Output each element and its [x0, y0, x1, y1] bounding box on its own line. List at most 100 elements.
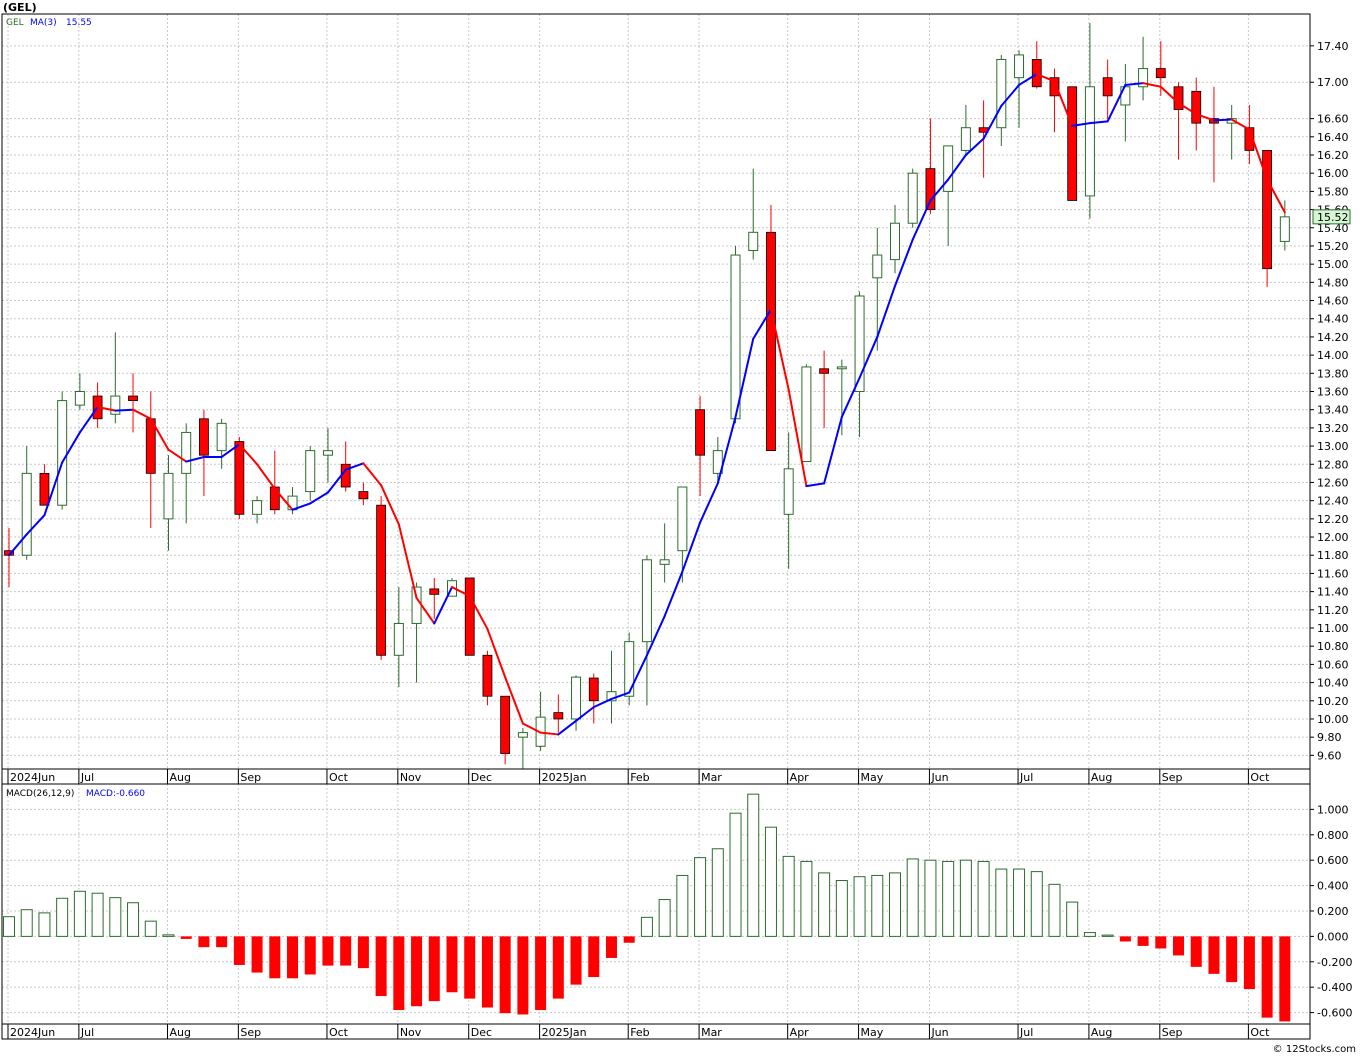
candle: [216, 418, 227, 469]
date-axis-label: 2025Jan: [542, 771, 587, 784]
ma3-segment: [964, 137, 985, 156]
candle-body-up: [1084, 86, 1095, 197]
candle: [128, 373, 138, 433]
candle: [1262, 150, 1273, 287]
candle-body-up: [712, 450, 723, 474]
candle: [163, 455, 174, 551]
candle: [854, 291, 865, 437]
macd-tick-label: 0.200: [1317, 905, 1349, 918]
ma3-segment: [1106, 83, 1127, 123]
price-tick-label: 11.00: [1317, 622, 1349, 635]
candle: [252, 496, 263, 524]
candle-body-up: [872, 254, 883, 279]
price-tick-label: 12.80: [1317, 458, 1349, 471]
candle-body-down: [376, 504, 387, 656]
macd-bar-negative: [411, 936, 423, 1007]
candle: [712, 436, 723, 483]
date-axis-label: Nov: [400, 1026, 422, 1039]
macd-bar-positive: [91, 892, 104, 937]
ma3-segment: [1071, 122, 1091, 127]
ma3-segment: [876, 284, 896, 338]
candle: [695, 396, 705, 497]
ma3-segment: [628, 654, 648, 694]
price-tick-label: 14.60: [1317, 295, 1349, 308]
candle-body-down: [199, 418, 209, 456]
candle-body-up: [252, 500, 263, 515]
date-axis-label: Nov: [400, 771, 422, 784]
macd-bar-negative: [269, 936, 281, 979]
candle-body-down: [1102, 77, 1113, 97]
candle-body-up: [110, 395, 121, 415]
candle: [1049, 68, 1060, 133]
macd-bar-positive: [1066, 901, 1079, 937]
candle-body-up: [517, 732, 528, 738]
ma3-segment: [610, 691, 631, 700]
candle-body-up: [836, 366, 847, 370]
candle: [588, 673, 599, 724]
price-tick-label: 10.60: [1317, 658, 1349, 671]
date-axis-label: Jul: [80, 771, 94, 784]
candle-body-up: [1279, 216, 1290, 242]
date-axis-label: Aug: [169, 771, 190, 784]
ma3-segment: [1212, 118, 1233, 122]
candle: [181, 423, 192, 524]
macd-tick-label: -0.400: [1317, 981, 1352, 994]
ma3-segment: [929, 178, 950, 202]
macd-bar-negative: [570, 936, 582, 985]
legend-ma-label: MA(3): [30, 18, 57, 28]
macd-bar-negative: [1119, 936, 1131, 942]
price-tick-label: 11.20: [1317, 604, 1349, 617]
macd-bar-positive: [711, 848, 724, 937]
macd-bar-negative: [446, 936, 458, 993]
price-tick-label: 10.40: [1317, 677, 1349, 690]
macd-bar-positive: [1101, 934, 1114, 937]
candle-body-up: [801, 366, 812, 463]
macd-bar-positive: [818, 872, 831, 937]
price-tick-label: 9.80: [1317, 731, 1342, 744]
macd-bar-positive: [871, 874, 884, 937]
macd-bar-positive: [640, 916, 653, 937]
candle-body-up: [943, 145, 954, 192]
candle: [269, 450, 280, 515]
copyright-footer: © 12Stocks.com: [1273, 1044, 1356, 1055]
price-tick-label: 16.60: [1317, 113, 1349, 126]
candle: [960, 104, 971, 155]
ma3-segment: [521, 722, 542, 734]
macd-bar-positive: [144, 920, 157, 937]
candle: [393, 587, 404, 688]
candle-body-down: [39, 472, 50, 506]
price-tick-label: 13.60: [1317, 386, 1349, 399]
ma3-segment: [504, 676, 524, 725]
ma3-segment: [557, 719, 578, 736]
ma3-segment: [256, 463, 276, 490]
last-price-badge: [1312, 209, 1351, 225]
date-axis-label: Sep: [1162, 771, 1183, 784]
macd-tick-label: -0.200: [1317, 956, 1352, 969]
ma3-segment: [1035, 73, 1056, 83]
price-tick-label: 17.00: [1317, 76, 1349, 89]
candle-body-down: [269, 486, 280, 511]
candle: [199, 409, 209, 497]
ma3-segment: [167, 448, 188, 463]
candle: [376, 496, 387, 660]
ma3-segment: [1177, 102, 1198, 116]
date-axis-label: Feb: [630, 771, 649, 784]
macd-legend-label: MACD(26,12,9): [6, 789, 74, 799]
candle: [553, 694, 564, 733]
price-tick-label: 16.00: [1317, 167, 1349, 180]
macd-bar-positive: [3, 916, 15, 937]
macd-bar-positive: [959, 859, 972, 937]
candle-body-up: [1138, 68, 1149, 88]
ma3-segment: [663, 570, 684, 618]
candle-body-up: [659, 559, 670, 565]
ma3-segment: [911, 199, 932, 241]
ma3-segment: [947, 153, 967, 181]
macd-bar-positive: [853, 876, 866, 937]
ma3-segment: [1088, 120, 1109, 125]
date-axis-label: 2025Jan: [542, 1026, 587, 1039]
macd-bar-negative: [375, 936, 387, 997]
macd-bar-negative: [605, 936, 617, 958]
date-axis-label: Mar: [701, 1026, 722, 1039]
ma3-segment: [468, 595, 489, 630]
